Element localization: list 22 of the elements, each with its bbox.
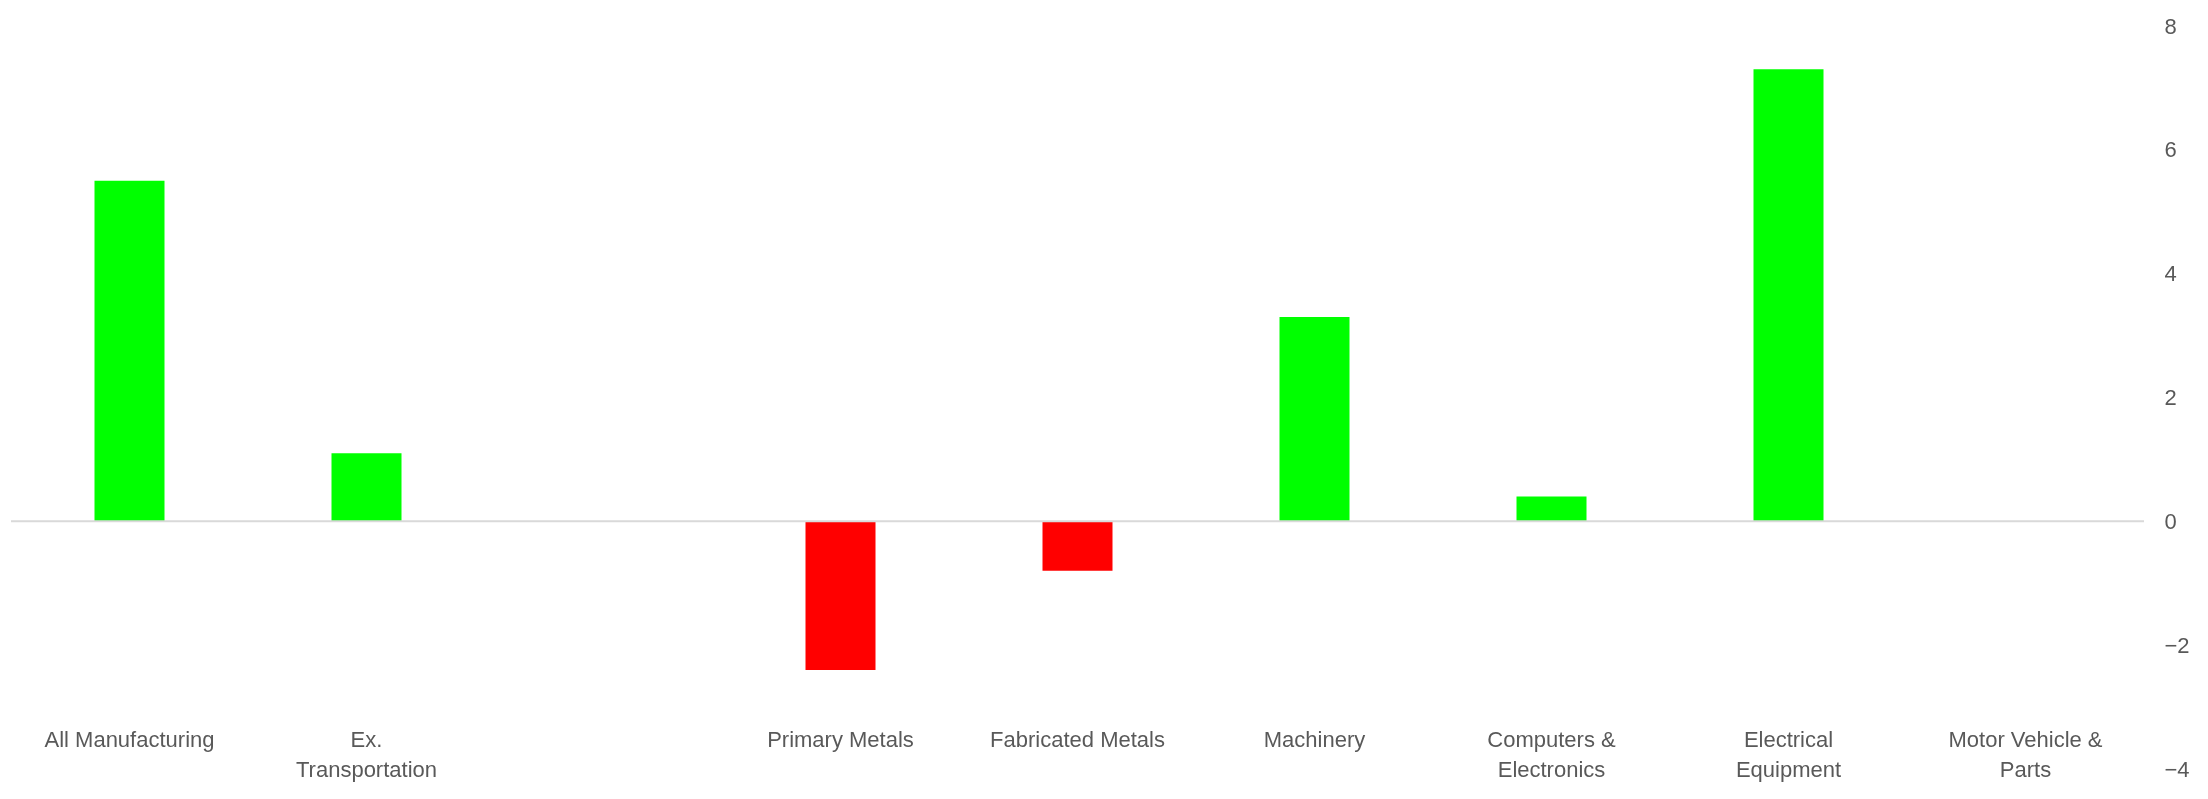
- x-tick-label: All Manufacturing: [44, 726, 215, 752]
- bar: [1516, 496, 1587, 522]
- y-tick-label: −4: [2164, 756, 2190, 782]
- bar: [1753, 69, 1824, 522]
- bar: [805, 521, 876, 670]
- x-tick-label: Fabricated Metals: [990, 726, 1165, 752]
- bar: [94, 180, 165, 522]
- x-tick-label: Electrical Equipment: [1735, 726, 1842, 782]
- x-tick-label: Machinery: [1263, 726, 1366, 752]
- bar: [1042, 521, 1113, 571]
- y-tick-label: 6: [2164, 137, 2177, 163]
- x-tick-label: Ex. Transportation: [295, 726, 438, 782]
- y-tick-label: 8: [2164, 13, 2177, 39]
- x-tick-label: Primary Metals: [767, 726, 914, 752]
- y-tick-label: −2: [2164, 632, 2190, 658]
- y-tick-label: 4: [2164, 261, 2177, 287]
- x-tick-label: Computers & Electronics: [1487, 726, 1617, 782]
- bar: [331, 453, 402, 522]
- x-tick-label: Motor Vehicle & Parts: [1948, 726, 2103, 782]
- y-tick-label: 2: [2164, 385, 2177, 410]
- bar: [1279, 317, 1350, 522]
- y-tick-label: 0: [2164, 508, 2177, 534]
